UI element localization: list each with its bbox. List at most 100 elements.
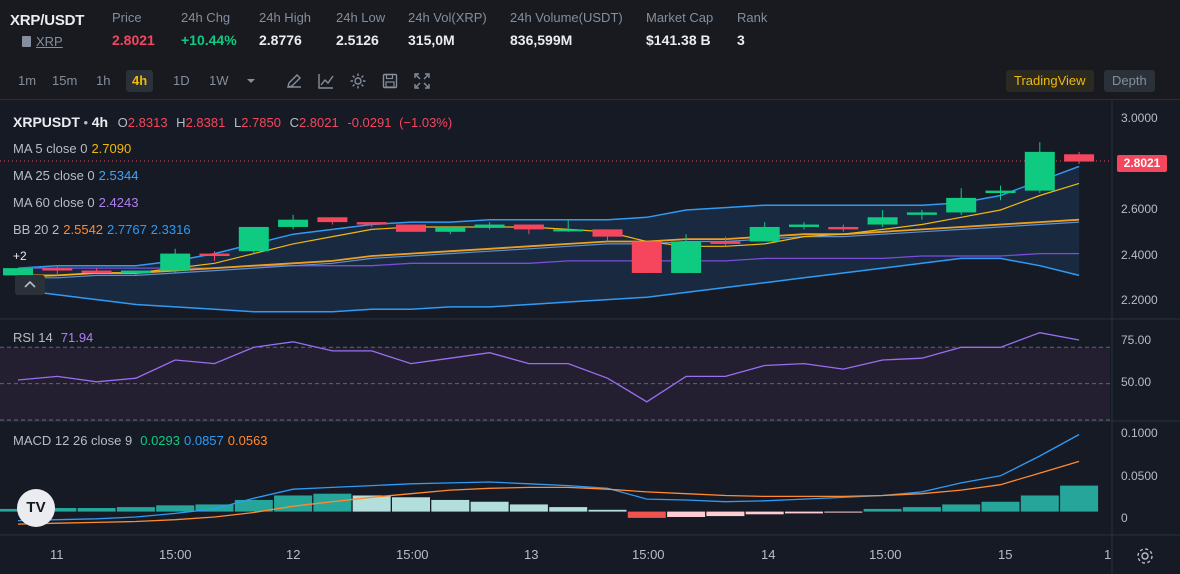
macd-histogram-bar (431, 499, 470, 512)
macd-histogram-bar (313, 493, 352, 512)
document-icon (22, 36, 31, 47)
timeframe-15m[interactable]: 15m (52, 73, 78, 88)
candle-body (906, 212, 937, 215)
macd-histogram-bar (352, 495, 391, 512)
stat-label: 24h Volume(USDT) (510, 10, 623, 25)
stat-value: 2.5126 (336, 32, 379, 48)
ma60-label: MA 60 close 0 (13, 195, 95, 210)
ma5-line (17, 182, 1080, 279)
x-label: 15:00 (869, 547, 902, 562)
rsi-line (17, 332, 1080, 403)
stat-value: 3 (737, 32, 745, 48)
candle-body (1064, 154, 1095, 162)
low-value: 2.7850 (241, 115, 281, 130)
rsi-value: 71.94 (60, 330, 94, 345)
macd-signal-value: 0.0563 (227, 433, 268, 448)
stat-label: 24h Chg (181, 10, 231, 25)
pair-name[interactable]: XRP/USDT (10, 12, 85, 29)
stat-value: 2.8021 (112, 32, 155, 48)
candle-body (317, 217, 348, 223)
high-label: H (176, 115, 186, 130)
candle-body (553, 229, 584, 232)
draw-tool-icon[interactable] (285, 72, 303, 90)
stat-6: Market Cap $141.38 B (646, 10, 713, 48)
stat-label: Price (112, 10, 142, 25)
ma60-line (18, 252, 1080, 269)
last-price-tag: 2.8021 (1117, 155, 1167, 172)
base-asset-label[interactable]: XRP (36, 34, 63, 49)
candle-body (356, 222, 387, 225)
candle-body (867, 217, 898, 225)
tradingview-button[interactable]: TradingView (1006, 70, 1094, 92)
more-timeframes-icon[interactable] (242, 72, 260, 90)
bb-lower-line (17, 257, 1080, 313)
candle-body (828, 226, 859, 230)
macd-histogram-bar (156, 505, 195, 512)
change-pct-value: (−1.03%) (399, 115, 453, 130)
macd-histogram-bar (392, 497, 430, 512)
candle-body (671, 241, 702, 273)
macd-histogram-bar (1060, 485, 1099, 512)
macd-hist-value: 0.0293 (140, 433, 180, 448)
macd-histogram-bar (824, 511, 863, 513)
macd-line-value: 0.0857 (184, 433, 224, 448)
macd-histogram-bar (234, 499, 273, 512)
timeframe-1W[interactable]: 1W (209, 73, 229, 88)
chart-canvas[interactable] (0, 101, 1180, 574)
indicator-icon[interactable] (317, 72, 335, 90)
macd-histogram-bar (77, 508, 116, 512)
ma5-legend: MA 5 close 0 2.7090 (13, 141, 131, 156)
candle-body (513, 224, 544, 230)
ma25-line (18, 221, 1080, 279)
candle-body (81, 270, 112, 273)
ohlc-legend: XRPUSDT • 4h O2.8313 H2.8381 L2.7850 C2.… (13, 114, 452, 130)
close-label: C (289, 115, 299, 130)
stat-label: 24h High (259, 10, 312, 25)
ma5-label: MA 5 close 0 (13, 141, 88, 156)
candle-body (435, 226, 466, 232)
candle-body (631, 241, 662, 273)
stat-7: Rank 3 (737, 10, 767, 48)
ma25-legend: MA 25 close 0 2.5344 (13, 168, 138, 183)
macd-histogram-bar (116, 507, 155, 512)
ma25-label: MA 25 close 0 (13, 168, 95, 183)
stat-value: $141.38 B (646, 32, 711, 48)
y-label-main: 3.0000 (1121, 111, 1158, 125)
macd-histogram-bar (667, 511, 706, 517)
chart-area[interactable]: XRPUSDT • 4h O2.8313 H2.8381 L2.7850 C2.… (0, 101, 1180, 574)
macd-histogram-bar (470, 501, 509, 512)
collapse-legend-button[interactable] (15, 275, 45, 295)
candle-body (749, 226, 780, 242)
timeframe-1h[interactable]: 1h (96, 73, 111, 88)
chart-settings-icon[interactable] (1136, 547, 1154, 565)
macd-histogram-bar (706, 511, 745, 517)
fullscreen-icon[interactable] (413, 72, 431, 90)
hidden-indicators-count[interactable]: +2 (13, 249, 27, 263)
settings-icon[interactable] (349, 72, 367, 90)
stat-2: 24h High 2.8776 (259, 10, 311, 48)
stat-5: 24h Volume(USDT) 836,599M (510, 10, 623, 48)
stat-value: 836,599M (510, 32, 573, 48)
macd-histogram-bar (195, 504, 234, 512)
candle-body (199, 253, 230, 257)
x-label: 12 (286, 547, 301, 562)
stat-label: 24h Vol(XRP) (408, 10, 487, 25)
base-asset-link[interactable]: XRP (10, 34, 84, 49)
stat-label: Market Cap (646, 10, 714, 25)
stat-0: Price 2.8021 (112, 10, 155, 48)
stat-label: 24h Low (336, 10, 386, 25)
tradingview-logo-icon[interactable]: TV (17, 489, 55, 527)
bb-band-fill (18, 166, 1080, 312)
pair-block: XRP/USDT XRP (10, 12, 84, 49)
timeframe-1m[interactable]: 1m (18, 73, 37, 88)
timeframe-1D[interactable]: 1D (173, 73, 190, 88)
bb-mid-line (18, 218, 1080, 277)
macd-histogram-bar (274, 495, 313, 512)
stat-label: Rank (737, 10, 768, 25)
timeframe-4h[interactable]: 4h (126, 70, 154, 92)
depth-button[interactable]: Depth (1104, 70, 1155, 92)
save-icon[interactable] (381, 72, 399, 90)
bb-lower-value: 2.3316 (150, 222, 191, 237)
ma60-value: 2.4243 (98, 195, 139, 210)
x-label: 15:00 (632, 547, 665, 562)
